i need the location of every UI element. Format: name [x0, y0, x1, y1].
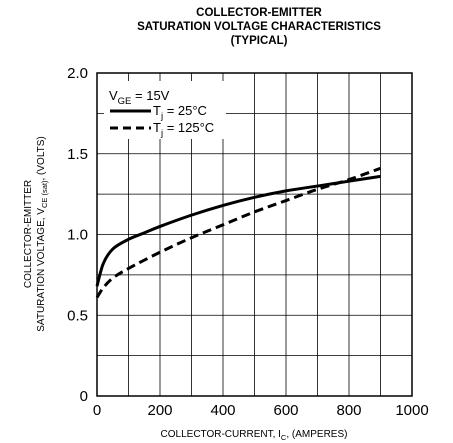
y-axis-label-line-2: SATURATION VOLTAGE, VCE (sat), (VOLTS) — [36, 136, 49, 332]
legend-label-25c: Tj = 25°C — [153, 103, 207, 122]
series-line-tj-25c — [95, 174, 381, 287]
y-axis-label-line-1: COLLECTOR-EMITTER — [23, 180, 34, 288]
y-tick-labels: 0 0.5 1.0 1.5 2.0 — [67, 65, 88, 405]
data-series — [95, 166, 382, 299]
chart-title-line-1: COLLECTOR-EMITTER — [196, 7, 322, 19]
y-tick-label: 1.5 — [67, 146, 88, 163]
y-tick-label: 1.0 — [67, 227, 88, 244]
chart-title-line-2: SATURATION VOLTAGE CHARACTERISTICS — [137, 21, 381, 33]
x-tick-label: 400 — [210, 402, 235, 419]
x-axis-label: COLLECTOR-CURRENT, IC, (AMPERES) — [161, 429, 348, 442]
y-tick-label: 2.0 — [67, 65, 88, 82]
y-tick-label: 0 — [80, 388, 88, 405]
x-tick-labels: 0 200 400 600 800 1000 — [93, 402, 429, 419]
series-line-tj-125c — [95, 166, 382, 299]
y-tick-label: 0.5 — [67, 307, 88, 324]
y-axis-label: COLLECTOR-EMITTER SATURATION VOLTAGE, VC… — [23, 136, 49, 332]
plot-frame — [96, 72, 413, 397]
annotation-vge: VGE = 15V — [109, 88, 170, 107]
x-tick-label: 0 — [93, 402, 101, 419]
chart-title-line-3: (TYPICAL) — [231, 35, 288, 47]
x-tick-label: 600 — [273, 402, 298, 419]
x-tick-label: 800 — [336, 402, 361, 419]
x-tick-label: 1000 — [395, 402, 428, 419]
x-tick-label: 200 — [147, 402, 172, 419]
legend-label-125c: Tj = 125°C — [153, 120, 214, 139]
grid-lines — [97, 73, 412, 396]
